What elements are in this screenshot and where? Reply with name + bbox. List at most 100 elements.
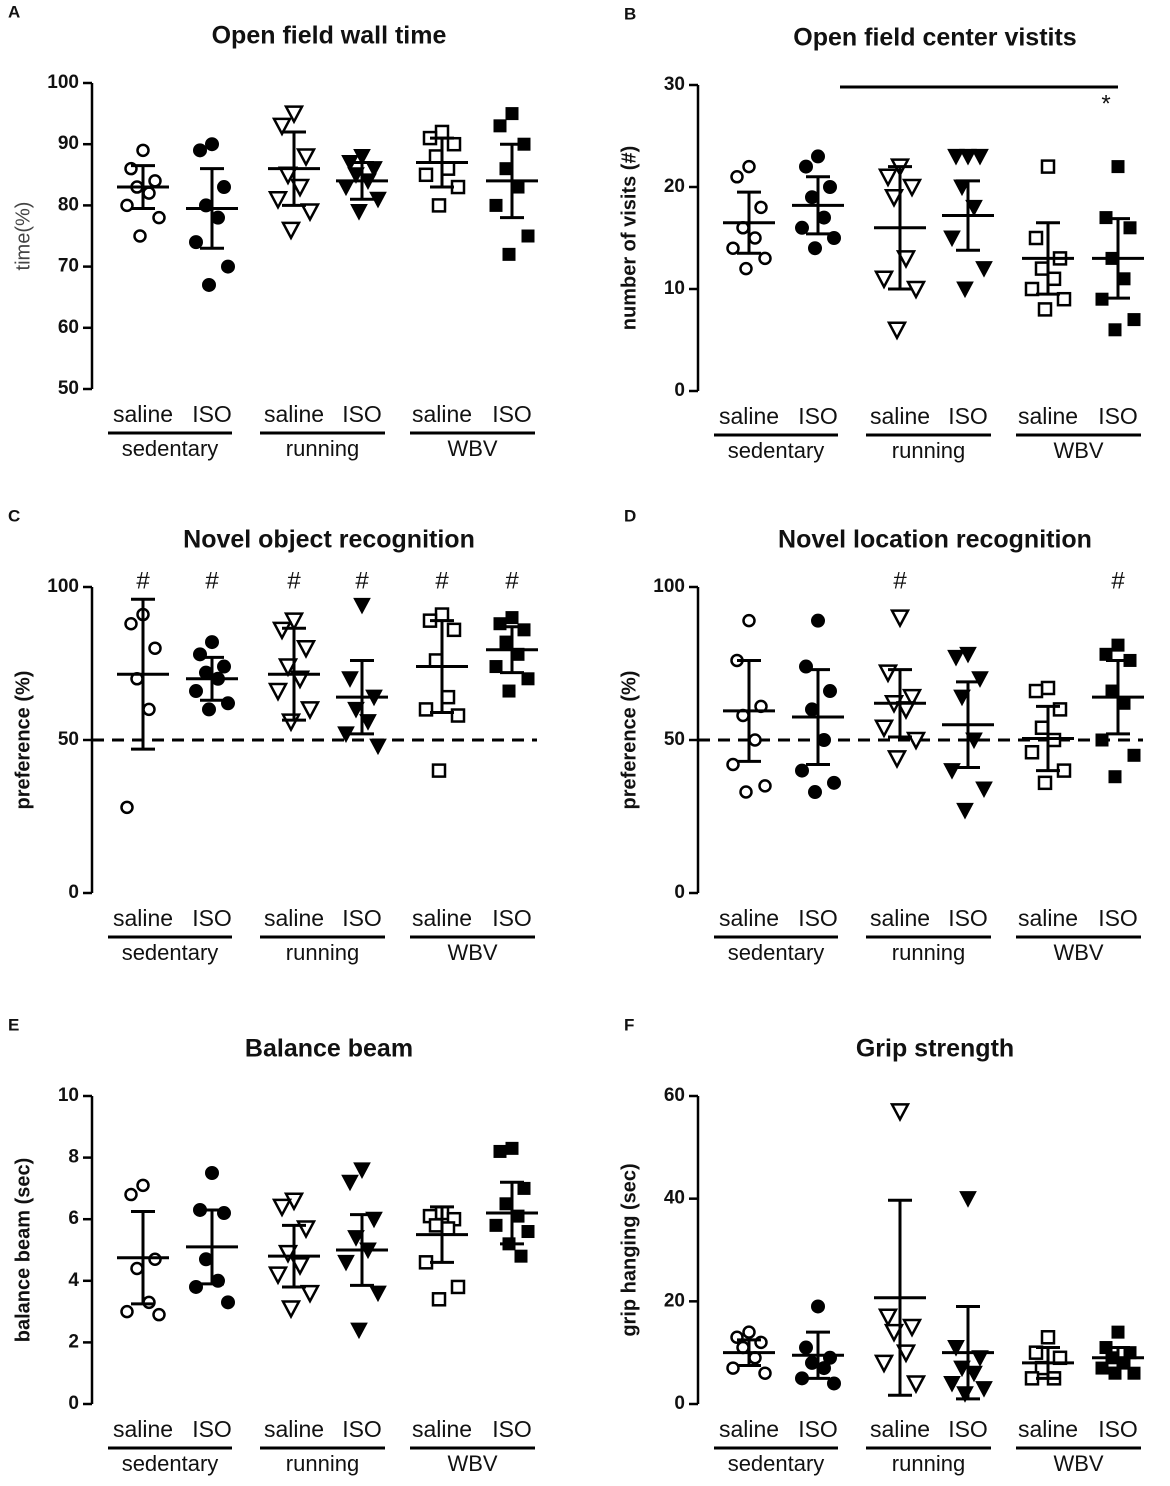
error-bar xyxy=(956,179,980,252)
data-point xyxy=(901,688,923,708)
data-point xyxy=(133,229,147,243)
error-bar xyxy=(350,1213,374,1287)
category-label: ISO xyxy=(192,905,232,931)
data-point xyxy=(889,1103,911,1123)
data-point xyxy=(136,1178,150,1193)
data-point xyxy=(901,178,923,198)
data-point xyxy=(895,250,917,270)
data-point xyxy=(1037,302,1053,317)
data-point xyxy=(130,1261,144,1276)
error-bar xyxy=(200,1208,224,1286)
group-label: WBV xyxy=(1053,940,1103,965)
data-point xyxy=(299,701,321,721)
data-point xyxy=(431,763,447,778)
data-point xyxy=(499,1197,513,1211)
y-tick-label: 100 xyxy=(47,72,79,93)
y-tick-label: 0 xyxy=(674,380,685,401)
y-axis-label: time(%) xyxy=(12,202,34,271)
data-point xyxy=(350,204,368,221)
group-label: WBV xyxy=(447,1451,497,1476)
category-label: ISO xyxy=(948,1416,988,1442)
data-point xyxy=(267,1266,289,1286)
data-point xyxy=(975,261,993,278)
data-point xyxy=(1046,732,1062,748)
group-label: running xyxy=(286,1451,359,1476)
data-point xyxy=(1034,720,1050,736)
category-label: saline xyxy=(264,401,324,427)
data-point xyxy=(739,785,753,799)
data-point xyxy=(450,708,466,723)
category-label: saline xyxy=(1018,905,1078,931)
panel-letter: C xyxy=(8,506,20,525)
data-point xyxy=(827,1376,841,1391)
data-point xyxy=(1127,748,1141,762)
data-point xyxy=(947,1340,965,1357)
data-point xyxy=(1028,683,1044,699)
error-bar xyxy=(1036,704,1060,773)
data-point xyxy=(489,660,503,674)
y-tick-label: 50 xyxy=(58,378,79,399)
category-label: ISO xyxy=(192,401,232,427)
y-tick-label: 50 xyxy=(58,729,79,750)
data-point xyxy=(895,1344,917,1364)
group-label: running xyxy=(286,436,359,461)
error-bar xyxy=(1106,1346,1130,1370)
data-point xyxy=(295,1220,317,1240)
data-point xyxy=(827,775,841,790)
data-point xyxy=(811,149,825,164)
data-point xyxy=(1024,281,1040,297)
panel-letter: E xyxy=(8,1015,19,1034)
panel: C Novel object recognition preference (%) 0… xyxy=(8,506,538,965)
error-bar xyxy=(430,136,454,189)
y-tick-label: 10 xyxy=(664,278,685,299)
error-bar xyxy=(350,161,374,201)
category-label: saline xyxy=(870,905,930,931)
data-point xyxy=(431,1292,447,1307)
data-point xyxy=(295,639,317,659)
data-point xyxy=(289,1257,311,1277)
chart-title: Open field center vistits xyxy=(793,24,1076,52)
error-bar xyxy=(500,142,524,220)
data-point xyxy=(277,1244,299,1264)
error-bar xyxy=(1036,1346,1060,1380)
data-point xyxy=(347,701,365,719)
significance-mark: # xyxy=(136,567,150,594)
data-point xyxy=(202,702,216,717)
data-point xyxy=(359,714,377,731)
data-point xyxy=(440,689,456,705)
error-bar xyxy=(956,1304,980,1401)
data-point xyxy=(754,200,768,215)
data-point xyxy=(148,1252,162,1266)
category-label: saline xyxy=(719,403,779,429)
data-point xyxy=(965,199,983,217)
data-point xyxy=(505,611,519,625)
error-bar xyxy=(806,1330,830,1380)
data-point xyxy=(1127,1366,1141,1380)
data-point xyxy=(1024,744,1040,760)
category-label: saline xyxy=(113,401,173,427)
data-point xyxy=(221,1295,235,1310)
error-bar xyxy=(888,165,912,291)
error-bar xyxy=(956,680,980,770)
data-point xyxy=(1117,272,1131,286)
data-point xyxy=(1111,160,1125,174)
data-point xyxy=(434,124,450,140)
data-point xyxy=(280,713,302,733)
data-point xyxy=(511,180,525,194)
y-axis-label: balance beam (sec) xyxy=(12,1158,34,1343)
y-tick-label: 60 xyxy=(58,317,79,338)
category-label: ISO xyxy=(492,905,532,931)
category-label: saline xyxy=(719,905,779,931)
data-point xyxy=(959,1191,977,1208)
category-label: saline xyxy=(264,1416,324,1442)
data-point xyxy=(739,261,753,276)
data-point xyxy=(1105,684,1119,698)
significance-mark: # xyxy=(505,567,519,594)
y-tick-label: 6 xyxy=(68,1208,79,1229)
error-bar xyxy=(806,668,830,766)
data-point xyxy=(889,609,911,629)
y-tick-label: 0 xyxy=(674,882,685,903)
data-point xyxy=(943,230,961,248)
data-point xyxy=(956,802,974,820)
chart-title: Novel object recognition xyxy=(183,526,475,554)
